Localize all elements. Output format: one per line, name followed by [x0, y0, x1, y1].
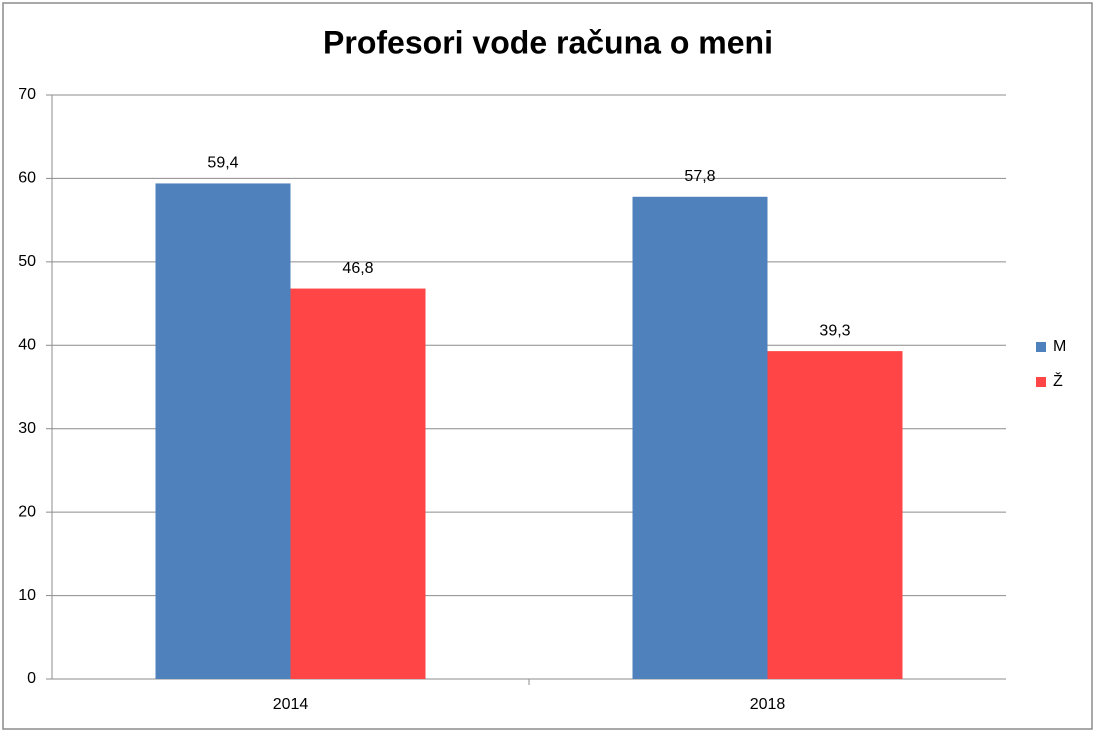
y-tick-label: 30	[18, 420, 36, 437]
data-label: 39,3	[819, 322, 850, 339]
legend-swatch	[1036, 377, 1046, 387]
legend-swatch	[1036, 342, 1046, 352]
bar	[632, 196, 768, 680]
x-tick-label: 2014	[273, 696, 309, 713]
data-label: 59,4	[207, 155, 238, 172]
y-tick-label: 70	[18, 86, 36, 103]
y-tick-label: 40	[18, 337, 36, 354]
y-tick-label: 60	[18, 170, 36, 187]
y-tick-label: 0	[27, 670, 36, 687]
bar	[155, 183, 291, 680]
legend-label: M	[1053, 338, 1066, 355]
y-tick-label: 50	[18, 253, 36, 270]
data-label: 46,8	[342, 260, 373, 277]
data-label: 57,8	[684, 168, 715, 185]
bar	[767, 351, 903, 679]
y-tick-label: 20	[18, 503, 36, 520]
chart-title: Profesori vode računa o meni	[323, 24, 773, 60]
x-tick-label: 2018	[750, 696, 786, 713]
bar	[290, 288, 426, 679]
legend-label: Ž	[1053, 371, 1063, 390]
y-tick-label: 10	[18, 587, 36, 604]
